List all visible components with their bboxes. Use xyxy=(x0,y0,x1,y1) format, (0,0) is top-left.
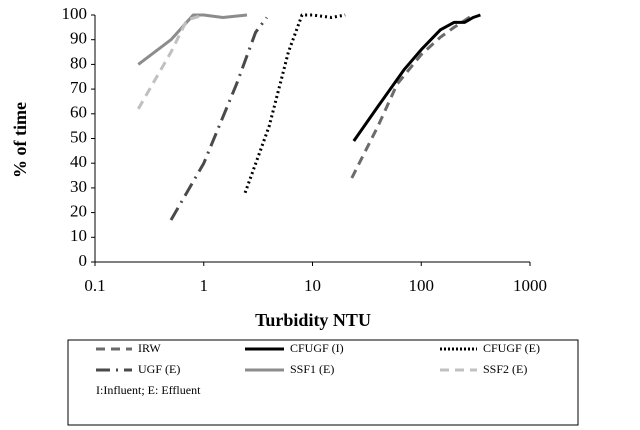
series-line xyxy=(137,13,248,66)
x-axis-label: Turbidity NTU xyxy=(255,310,371,330)
legend-label: SSF1 (E) xyxy=(290,362,334,376)
y-tick-label: 30 xyxy=(70,177,87,196)
legend-label: IRW xyxy=(138,341,161,355)
y-axis-label: % of time xyxy=(10,102,30,178)
series-line xyxy=(137,13,205,110)
y-tick-label: 50 xyxy=(70,127,87,146)
legend-label: UGF (E) xyxy=(138,362,180,376)
y-tick-label: 80 xyxy=(70,53,87,72)
series-line xyxy=(350,13,474,179)
x-tick-label: 1000 xyxy=(513,276,547,295)
legend-label: CFUGF (E) xyxy=(483,341,540,355)
y-tick-label: 10 xyxy=(70,226,87,245)
y-tick-label: 70 xyxy=(70,78,87,97)
y-tick-label: 20 xyxy=(70,202,87,221)
x-tick-label: 1 xyxy=(200,276,209,295)
y-tick-label: 90 xyxy=(70,29,87,48)
x-tick-label: 0.1 xyxy=(84,276,105,295)
y-tick-label: 0 xyxy=(79,251,88,270)
legend-label: CFUGF (I) xyxy=(290,341,344,355)
y-tick-label: 60 xyxy=(70,103,87,122)
legend-note: I:Influent; E: Effluent xyxy=(96,383,201,397)
series-line xyxy=(352,13,481,142)
y-tick-label: 100 xyxy=(62,4,88,23)
x-tick-label: 10 xyxy=(304,276,321,295)
series-line xyxy=(169,16,268,221)
legend-box xyxy=(67,339,579,426)
y-tick-label: 40 xyxy=(70,152,87,171)
legend-label: SSF2 (E) xyxy=(483,362,527,376)
series-line xyxy=(243,13,346,194)
x-tick-label: 100 xyxy=(409,276,435,295)
